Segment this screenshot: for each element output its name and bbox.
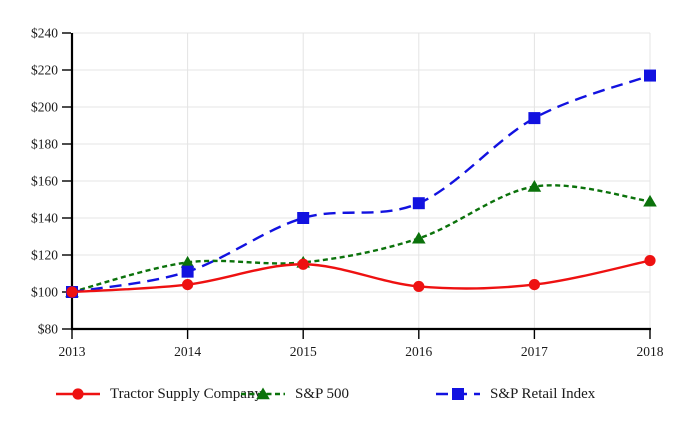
y-tick-label: $140 bbox=[31, 211, 58, 226]
y-tick-label: $160 bbox=[31, 174, 58, 189]
data-point-circle bbox=[413, 280, 425, 293]
x-tick-label: 2014 bbox=[174, 344, 201, 359]
series-s-p-retail-index bbox=[66, 69, 656, 298]
y-tick-label: $100 bbox=[31, 285, 58, 300]
legend-item-sp500: S&P 500 bbox=[241, 382, 349, 406]
x-tick-label: 2015 bbox=[290, 344, 317, 359]
data-point-triangle bbox=[256, 387, 270, 400]
y-tick-label: $120 bbox=[31, 248, 58, 263]
y-tick-label: $220 bbox=[31, 63, 58, 78]
data-point-triangle bbox=[643, 194, 657, 207]
data-point-circle bbox=[528, 279, 541, 291]
x-tick-label: 2016 bbox=[405, 344, 432, 359]
series-tractor-supply-company bbox=[66, 254, 656, 298]
legend-label-sp-retail-index: S&P Retail Index bbox=[490, 385, 596, 402]
data-point-square bbox=[181, 265, 194, 278]
x-tick-label: 2018 bbox=[637, 344, 664, 359]
series-line bbox=[71, 184, 651, 294]
data-point-circle bbox=[644, 254, 656, 267]
data-point-square bbox=[412, 197, 425, 210]
data-point-square bbox=[528, 112, 541, 125]
legend-key-red-circle-icon bbox=[56, 388, 100, 400]
data-point-circle bbox=[72, 388, 84, 400]
legend-item-tractor-supply-company: Tractor Supply Company bbox=[56, 382, 262, 406]
data-point-square bbox=[452, 388, 464, 400]
legend-key-green-triangle-icon bbox=[241, 387, 285, 400]
x-tick-label: 2017 bbox=[521, 344, 548, 359]
data-point-triangle bbox=[412, 231, 426, 244]
series-line bbox=[71, 259, 651, 294]
data-point-circle bbox=[182, 279, 194, 291]
legend-key-blue-square-icon bbox=[436, 388, 480, 400]
data-point-square bbox=[297, 212, 310, 224]
data-point-triangle bbox=[527, 180, 542, 192]
y-tick-label: $180 bbox=[31, 137, 58, 152]
legend-label-sp500: S&P 500 bbox=[295, 385, 350, 402]
y-tick-label: $80 bbox=[38, 322, 59, 337]
legend-item-sp-retail-index: S&P Retail Index bbox=[436, 382, 595, 406]
chart-legend: Tractor Supply Company S&P 500 S&P Retai… bbox=[0, 382, 684, 406]
data-point-circle bbox=[297, 258, 309, 270]
legend-label-tractor-supply-company: Tractor Supply Company bbox=[110, 385, 262, 402]
y-tick-label: $240 bbox=[31, 26, 58, 41]
data-point-square bbox=[644, 69, 656, 82]
y-tick-label: $200 bbox=[31, 100, 58, 115]
data-point-circle bbox=[66, 286, 78, 298]
series-line bbox=[71, 74, 651, 294]
data-point-triangle bbox=[180, 255, 195, 268]
x-tick-label: 2013 bbox=[59, 344, 86, 359]
